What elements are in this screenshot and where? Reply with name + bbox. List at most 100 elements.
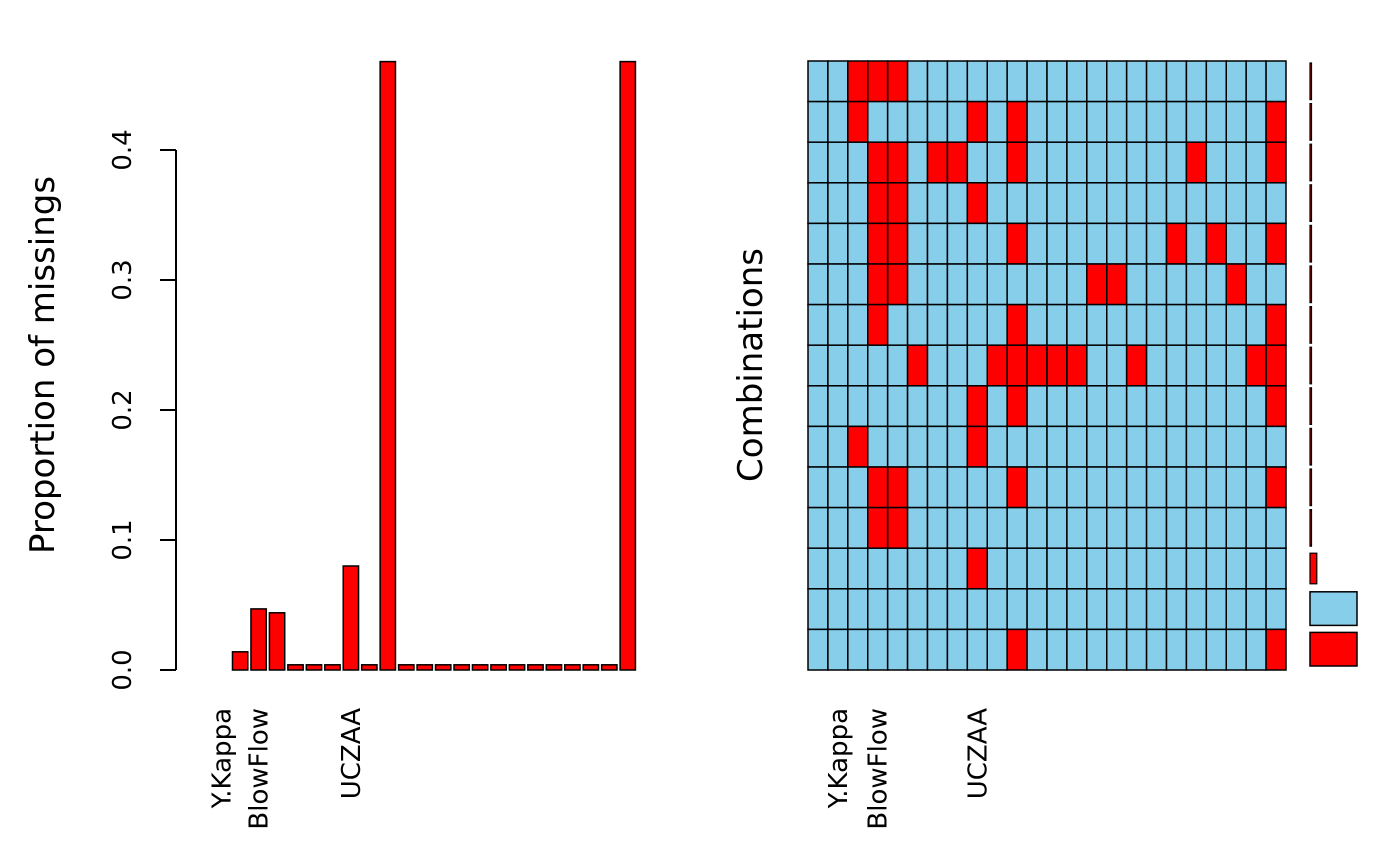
observed-cell bbox=[1046, 100, 1068, 143]
combination-frequency-bars bbox=[1309, 62, 1318, 585]
frequency-bar bbox=[1309, 552, 1318, 585]
combinations-heatmap: Y.Kappa BlowFlow UCZAA Combinations bbox=[731, 60, 1358, 830]
bar bbox=[508, 664, 526, 671]
observed-cell bbox=[946, 385, 969, 428]
observed-cell bbox=[1086, 547, 1108, 590]
observed-cell bbox=[1245, 141, 1267, 184]
observed-cell bbox=[1125, 588, 1148, 631]
missing-cell bbox=[1006, 222, 1028, 265]
observed-cell bbox=[1145, 182, 1168, 225]
observed-cell bbox=[1145, 60, 1168, 103]
observed-cell bbox=[1165, 628, 1188, 671]
observed-cell bbox=[986, 60, 1008, 103]
observed-cell bbox=[1046, 466, 1068, 509]
missing-cell bbox=[1046, 344, 1068, 387]
observed-cell bbox=[906, 466, 929, 509]
observed-cell bbox=[1165, 506, 1188, 549]
x-tick-label: Y.Kappa bbox=[208, 708, 238, 809]
observed-cell bbox=[1006, 547, 1028, 590]
observed-cell bbox=[827, 628, 849, 671]
observed-cell bbox=[827, 263, 849, 306]
missing-cell bbox=[867, 182, 889, 225]
observed-cell bbox=[1265, 425, 1287, 468]
observed-cell bbox=[1086, 141, 1108, 184]
observed-cell bbox=[1165, 425, 1188, 468]
observed-cell bbox=[1106, 141, 1128, 184]
observed-cell bbox=[1006, 263, 1028, 306]
observed-cell bbox=[1125, 182, 1148, 225]
observed-cell bbox=[867, 100, 889, 143]
observed-cell bbox=[847, 263, 869, 306]
bar bbox=[563, 664, 581, 671]
observed-cell bbox=[946, 344, 969, 387]
observed-cell bbox=[1245, 263, 1267, 306]
bar bbox=[582, 664, 600, 671]
observed-cell bbox=[1125, 425, 1148, 468]
bar bbox=[360, 664, 378, 671]
legend-observed-swatch bbox=[1309, 591, 1358, 627]
observed-cell bbox=[1066, 141, 1088, 184]
missing-cell bbox=[867, 141, 889, 184]
observed-cell bbox=[1145, 425, 1168, 468]
observed-cell bbox=[1026, 263, 1048, 306]
observed-cell bbox=[1026, 466, 1048, 509]
observed-cell bbox=[1106, 100, 1128, 143]
observed-cell bbox=[1225, 506, 1247, 549]
observed-cell bbox=[1026, 60, 1048, 103]
observed-cell bbox=[1185, 222, 1208, 265]
observed-cell bbox=[1026, 547, 1048, 590]
observed-cell bbox=[1265, 263, 1287, 306]
observed-cell bbox=[906, 141, 929, 184]
y-tick-label: 0.3 bbox=[108, 259, 138, 300]
observed-cell bbox=[1145, 466, 1168, 509]
observed-cell bbox=[1106, 425, 1128, 468]
observed-cell bbox=[1046, 60, 1068, 103]
observed-cell bbox=[986, 182, 1008, 225]
observed-cell bbox=[1046, 222, 1068, 265]
observed-cell bbox=[1145, 588, 1168, 631]
observed-cell bbox=[1106, 385, 1128, 428]
observed-cell bbox=[1106, 588, 1128, 631]
observed-cell bbox=[847, 466, 869, 509]
observed-cell bbox=[1245, 182, 1267, 225]
observed-cell bbox=[1145, 141, 1168, 184]
observed-cell bbox=[886, 385, 909, 428]
y-axis-title: Combinations bbox=[731, 248, 771, 482]
observed-cell bbox=[966, 263, 988, 306]
observed-cell bbox=[1106, 303, 1128, 346]
missing-cell bbox=[1245, 344, 1267, 387]
missing-cell bbox=[1265, 344, 1287, 387]
missing-cell bbox=[867, 466, 889, 509]
frequency-bar bbox=[1309, 346, 1313, 385]
observed-cell bbox=[1086, 385, 1108, 428]
observed-cell bbox=[1086, 588, 1108, 631]
bar bbox=[287, 664, 304, 671]
observed-cell bbox=[926, 100, 949, 143]
observed-cell bbox=[906, 588, 929, 631]
observed-cell bbox=[1066, 60, 1088, 103]
observed-cell bbox=[1026, 425, 1048, 468]
observed-cell bbox=[827, 182, 849, 225]
missing-cell bbox=[1106, 263, 1128, 306]
observed-cell bbox=[1066, 100, 1088, 143]
observed-cell bbox=[1225, 628, 1247, 671]
observed-cell bbox=[1066, 628, 1088, 671]
observed-cell bbox=[807, 100, 829, 143]
missing-cell bbox=[847, 60, 869, 103]
missing-cell bbox=[867, 506, 889, 549]
observed-cell bbox=[1086, 466, 1108, 509]
observed-cell bbox=[1185, 588, 1208, 631]
bar-series bbox=[231, 60, 637, 671]
missing-cell bbox=[926, 141, 949, 184]
observed-cell bbox=[867, 547, 889, 590]
observed-cell bbox=[1265, 506, 1287, 549]
observed-cell bbox=[1125, 466, 1148, 509]
observed-cell bbox=[847, 222, 869, 265]
observed-cell bbox=[986, 141, 1008, 184]
observed-cell bbox=[946, 628, 969, 671]
observed-cell bbox=[1225, 141, 1247, 184]
bar bbox=[600, 664, 618, 671]
observed-cell bbox=[886, 588, 909, 631]
bar bbox=[379, 60, 397, 671]
observed-cell bbox=[1245, 425, 1267, 468]
